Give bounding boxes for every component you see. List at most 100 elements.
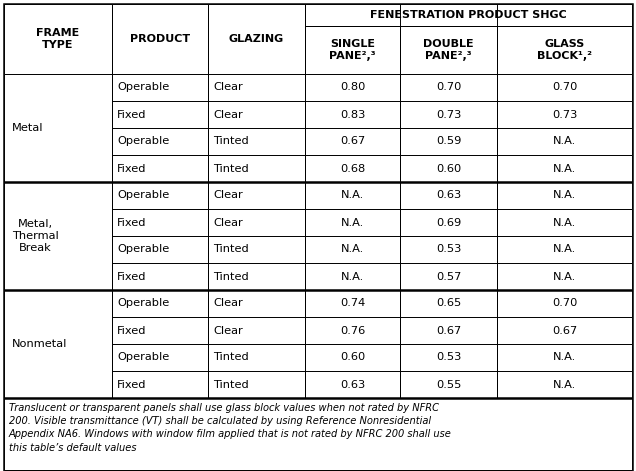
Text: 0.68: 0.68	[340, 163, 365, 173]
Text: 0.83: 0.83	[340, 109, 365, 120]
Text: Operable: Operable	[117, 352, 169, 363]
Bar	[112, 74, 208, 101]
Bar	[400, 182, 497, 209]
Text: FENESTRATION PRODUCT SHGC: FENESTRATION PRODUCT SHGC	[370, 10, 567, 20]
Text: Clear: Clear	[213, 82, 243, 92]
Text: 0.67: 0.67	[552, 325, 577, 335]
Bar	[497, 74, 632, 101]
Text: Operable: Operable	[117, 190, 169, 201]
Bar	[4, 182, 112, 290]
Bar	[208, 101, 305, 128]
Text: Fixed: Fixed	[117, 109, 146, 120]
Text: 0.53: 0.53	[436, 244, 461, 254]
Text: DOUBLE
PANE²,³: DOUBLE PANE²,³	[423, 39, 474, 61]
Bar	[400, 344, 497, 371]
Bar	[305, 371, 400, 398]
Text: Operable: Operable	[117, 137, 169, 146]
Bar	[497, 182, 632, 209]
Bar	[208, 371, 305, 398]
Bar	[400, 263, 497, 290]
Bar	[400, 155, 497, 182]
Text: N.A.: N.A.	[341, 271, 364, 282]
Bar	[400, 26, 497, 74]
Text: N.A.: N.A.	[553, 190, 576, 201]
Text: 0.73: 0.73	[436, 109, 461, 120]
Bar	[305, 263, 400, 290]
Text: 0.55: 0.55	[436, 380, 461, 390]
Bar	[112, 290, 208, 317]
Bar	[497, 344, 632, 371]
Bar	[208, 74, 305, 101]
Bar	[400, 128, 497, 155]
Text: N.A.: N.A.	[553, 137, 576, 146]
Text: 0.60: 0.60	[436, 163, 461, 173]
Bar	[305, 128, 400, 155]
Bar	[208, 128, 305, 155]
Text: Operable: Operable	[117, 299, 169, 309]
Bar	[112, 182, 208, 209]
Text: GLAZING: GLAZING	[229, 34, 284, 44]
Text: N.A.: N.A.	[553, 218, 576, 227]
Bar	[208, 4, 305, 74]
Bar	[305, 155, 400, 182]
Bar	[305, 182, 400, 209]
Bar	[400, 74, 497, 101]
Text: N.A.: N.A.	[341, 218, 364, 227]
Bar	[112, 344, 208, 371]
Text: Tinted: Tinted	[213, 137, 249, 146]
Bar	[497, 317, 632, 344]
Bar	[112, 263, 208, 290]
Text: N.A.: N.A.	[553, 244, 576, 254]
Text: Fixed: Fixed	[117, 218, 146, 227]
Text: 0.69: 0.69	[436, 218, 461, 227]
Text: N.A.: N.A.	[341, 190, 364, 201]
Bar	[400, 371, 497, 398]
Bar	[497, 290, 632, 317]
Bar	[4, 398, 632, 470]
Bar	[4, 74, 112, 182]
Text: 0.73: 0.73	[552, 109, 577, 120]
Text: PRODUCT: PRODUCT	[130, 34, 190, 44]
Bar	[305, 290, 400, 317]
Bar	[208, 155, 305, 182]
Text: FRAME
TYPE: FRAME TYPE	[36, 28, 80, 50]
Bar	[208, 182, 305, 209]
Bar	[305, 26, 400, 74]
Text: 0.65: 0.65	[436, 299, 461, 309]
Text: N.A.: N.A.	[553, 163, 576, 173]
Bar	[208, 317, 305, 344]
Bar	[4, 4, 112, 74]
Text: Clear: Clear	[213, 109, 243, 120]
Text: 0.70: 0.70	[436, 82, 461, 92]
Text: 0.53: 0.53	[436, 352, 461, 363]
Text: Fixed: Fixed	[117, 380, 146, 390]
Bar	[305, 209, 400, 236]
Bar	[112, 371, 208, 398]
Bar	[497, 371, 632, 398]
Bar	[400, 236, 497, 263]
Bar	[305, 236, 400, 263]
Bar	[305, 4, 632, 26]
Text: Fixed: Fixed	[117, 325, 146, 335]
Text: 0.59: 0.59	[436, 137, 461, 146]
Text: SINGLE
PANE²,³: SINGLE PANE²,³	[329, 39, 376, 61]
Text: Tinted: Tinted	[213, 380, 249, 390]
Text: Operable: Operable	[117, 82, 169, 92]
Bar	[305, 344, 400, 371]
Text: Metal,
Thermal
Break: Metal, Thermal Break	[12, 219, 59, 253]
Text: Fixed: Fixed	[117, 271, 146, 282]
Text: N.A.: N.A.	[553, 271, 576, 282]
Bar	[112, 317, 208, 344]
Bar	[400, 209, 497, 236]
Bar	[497, 101, 632, 128]
Text: 0.70: 0.70	[552, 299, 577, 309]
Text: Nonmetal: Nonmetal	[12, 339, 67, 349]
Text: 0.67: 0.67	[436, 325, 461, 335]
Bar	[497, 209, 632, 236]
Bar	[497, 236, 632, 263]
Bar	[208, 263, 305, 290]
Text: 0.70: 0.70	[552, 82, 577, 92]
Text: 0.63: 0.63	[436, 190, 461, 201]
Bar	[112, 236, 208, 263]
Text: 0.57: 0.57	[436, 271, 461, 282]
